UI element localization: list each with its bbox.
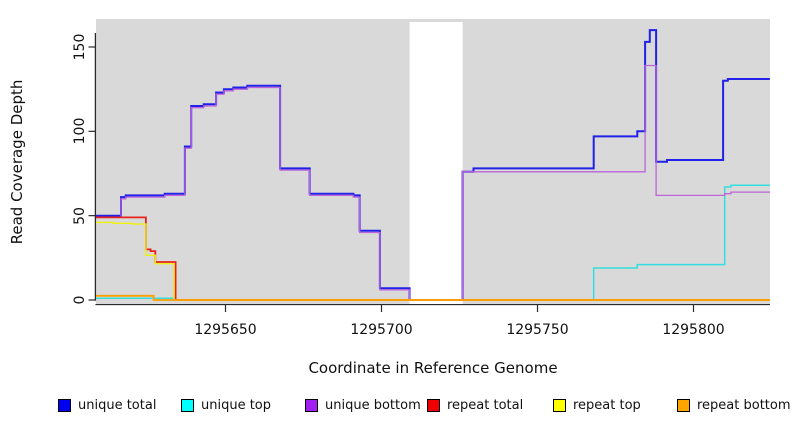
x-tick-label: 1295800 [662, 322, 725, 338]
y-tick-label: 0 [72, 295, 88, 305]
x-tick-label: 1295700 [350, 322, 413, 338]
y-tick-label: 100 [72, 117, 88, 145]
x-axis-title: Coordinate in Reference Genome [308, 359, 558, 377]
y-axis-title: Read Coverage Depth [8, 79, 26, 245]
y-tick-label: 150 [72, 33, 88, 61]
x-tick-label: 1295650 [194, 322, 257, 338]
x-tick-label: 1295750 [506, 322, 569, 338]
y-tick-label: 50 [72, 206, 88, 225]
